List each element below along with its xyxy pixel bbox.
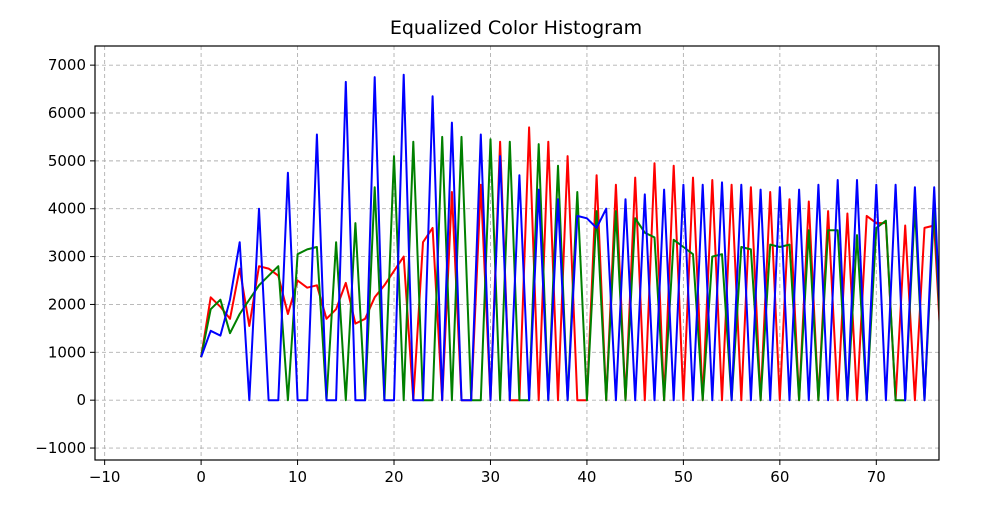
x-tick-label: 70	[867, 468, 886, 486]
y-tick-label: 6000	[48, 104, 86, 122]
x-tick-label: 30	[481, 468, 500, 486]
x-tick-label: 40	[577, 468, 596, 486]
series-line-2	[200, 73, 939, 402]
x-tick-label: 60	[770, 468, 789, 486]
plot-frame	[94, 45, 940, 461]
y-tick-label: 1000	[48, 343, 86, 361]
x-tick-label: 20	[384, 468, 403, 486]
y-tick-label: 2000	[48, 295, 86, 313]
y-tick-label: 4000	[48, 200, 86, 218]
y-tick-label: 7000	[48, 56, 86, 74]
x-tick-label: −10	[89, 468, 121, 486]
x-tick-label: 50	[674, 468, 693, 486]
x-tick-label: 0	[196, 468, 206, 486]
y-tick-label: 0	[76, 391, 86, 409]
axis-ticks: −10 0 10 20 30 40 50 60 70 −1000 0 1000 2000 3000 4000…	[35, 56, 886, 486]
y-tick-label: 5000	[48, 152, 86, 170]
series-lines	[200, 73, 939, 402]
y-tick-label: 3000	[48, 248, 86, 266]
y-tick-label: −1000	[35, 439, 86, 457]
x-tick-label: 10	[288, 468, 307, 486]
chart-title: Equalized Color Histogram	[390, 17, 642, 39]
